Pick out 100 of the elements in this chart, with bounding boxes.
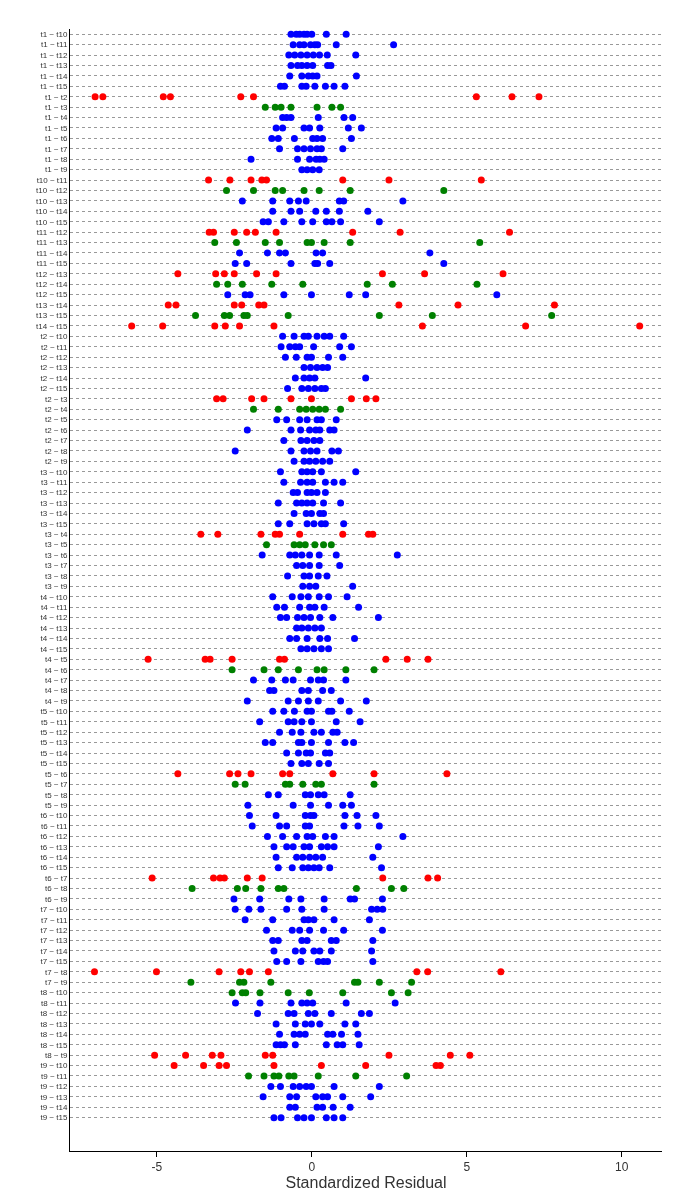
y-tick-label: t2 ~ t15 (40, 384, 68, 394)
y-tick-label: t7 ~ t10 (40, 905, 68, 915)
x-tick-label: 10 (615, 1160, 629, 1175)
y-tick-label: t2 ~ t13 (40, 363, 68, 373)
y-tick-label: t10 ~ t14 (36, 207, 68, 217)
y-tick-label: t3 ~ t10 (40, 467, 68, 477)
y-tick-label: t1 ~ t4 (44, 113, 68, 123)
x-tick-label: 5 (463, 1160, 471, 1175)
y-tick-label: t9 ~ t11 (41, 1071, 68, 1081)
y-tick-label: t8 ~ t14 (40, 1030, 68, 1040)
y-tick-label: t2 ~ t11 (41, 342, 68, 352)
x-axis-title: Standardized Residual (285, 1174, 447, 1192)
y-tick-label: t13 ~ t15 (36, 311, 68, 321)
y-tick-label: t7 ~ t14 (40, 946, 68, 956)
y-tick-label: t4 ~ t14 (40, 634, 68, 644)
y-tick-label: t4 ~ t10 (40, 592, 68, 602)
y-tick-label: t3 ~ t12 (40, 488, 68, 498)
y-tick-label: t6 ~ t7 (44, 873, 68, 883)
y-tick-label: t6 ~ t11 (41, 821, 68, 831)
y-tick-label: t1 ~ t11 (41, 40, 68, 50)
y-tick-label: t2 ~ t12 (40, 352, 68, 362)
y-tick-label: t3 ~ t11 (41, 477, 68, 487)
y-tick-label: t10 ~ t11 (36, 175, 68, 185)
y-tick-label: t7 ~ t11 (41, 915, 68, 925)
y-tick-label: t8 ~ t13 (40, 1019, 68, 1029)
y-tick-label: t6 ~ t9 (44, 894, 68, 904)
y-tick-label: t1 ~ t15 (40, 82, 68, 92)
y-tick-label: t4 ~ t9 (44, 696, 68, 706)
y-tick-label: t11 ~ t12 (36, 227, 68, 237)
y-tick-label: t3 ~ t7 (44, 561, 68, 571)
y-tick-label: t10 ~ t13 (36, 196, 68, 206)
y-tick-label: t5 ~ t14 (40, 748, 68, 758)
y-tick-label: t4 ~ t5 (44, 655, 68, 665)
y-tick-label: t8 ~ t12 (40, 1009, 68, 1019)
y-tick-label: t11 ~ t13 (36, 238, 68, 248)
y-tick-label: t7 ~ t13 (40, 936, 68, 946)
y-tick-label: t8 ~ t10 (40, 988, 68, 998)
y-tick-label: t1 ~ t12 (40, 50, 68, 60)
y-tick-label: t5 ~ t7 (44, 780, 68, 790)
y-tick-label: t1 ~ t6 (44, 134, 68, 144)
y-tick-label: t12 ~ t13 (36, 269, 68, 279)
y-tick-label: t6 ~ t13 (40, 842, 68, 852)
y-tick-label: t5 ~ t13 (40, 738, 68, 748)
y-tick-label: t11 ~ t14 (36, 248, 68, 258)
y-tick-label: t1 ~ t10 (40, 30, 68, 40)
y-tick-label: t2 ~ t10 (40, 332, 68, 342)
y-tick-label: t1 ~ t9 (44, 165, 68, 175)
y-tick-label: t10 ~ t15 (36, 217, 68, 227)
y-tick-label: t1 ~ t3 (44, 102, 68, 112)
y-tick-label: t8 ~ t11 (41, 998, 68, 1008)
y-tick-label: t5 ~ t8 (44, 790, 68, 800)
y-tick-label: t7 ~ t9 (44, 978, 68, 988)
y-tick-label: t1 ~ t7 (44, 144, 68, 154)
y-tick-label: t5 ~ t9 (44, 800, 68, 810)
y-tick-label: t1 ~ t13 (40, 61, 68, 71)
y-tick-label: t5 ~ t6 (44, 769, 68, 779)
y-tick-label: t5 ~ t12 (40, 728, 68, 737)
y-tick-label: t4 ~ t7 (44, 675, 68, 685)
y-tick-label: t13 ~ t14 (36, 300, 68, 310)
y-tick-label: t2 ~ t6 (44, 425, 68, 435)
y-tick-label: t2 ~ t5 (44, 415, 68, 425)
y-tick-label: t9 ~ t13 (40, 1092, 68, 1102)
x-tick-label: -5 (151, 1160, 163, 1175)
y-tick-label: t14 ~ t15 (36, 321, 68, 331)
y-tick-label: t12 ~ t14 (36, 280, 68, 290)
y-tick-label: t1 ~ t14 (40, 71, 68, 81)
y-tick-label: t9 ~ t12 (40, 1082, 68, 1092)
y-tick-label: t2 ~ t9 (44, 457, 68, 467)
y-tick-label: t4 ~ t8 (44, 686, 68, 696)
y-tick-label: t2 ~ t7 (44, 436, 68, 446)
y-tick-label: t3 ~ t14 (40, 509, 68, 519)
y-tick-label: t7 ~ t8 (44, 967, 68, 977)
y-tick-label: t3 ~ t6 (44, 550, 68, 560)
y-tick-label: t6 ~ t8 (44, 884, 68, 894)
y-tick-label: t3 ~ t8 (44, 571, 68, 581)
y-tick-label: t4 ~ t12 (40, 613, 68, 623)
y-tick-label: t5 ~ t11 (41, 717, 68, 727)
y-tick-label: t6 ~ t12 (40, 832, 68, 842)
y-tick-label: t1 ~ t5 (44, 123, 68, 133)
y-tick-label: t6 ~ t15 (40, 863, 68, 873)
x-tick-label: 0 (308, 1160, 316, 1175)
y-tick-label: t4 ~ t6 (44, 665, 68, 675)
y-tick-label: t5 ~ t15 (40, 759, 68, 769)
y-tick-label: t2 ~ t4 (44, 405, 68, 415)
y-tick-label: t4 ~ t13 (40, 623, 68, 633)
y-tick-label: t3 ~ t4 (44, 530, 68, 540)
y-tick-label: t2 ~ t14 (40, 373, 68, 383)
y-tick-label: t5 ~ t10 (40, 707, 68, 717)
y-tick-label: t6 ~ t14 (40, 853, 68, 863)
y-tick-label: t3 ~ t9 (44, 582, 68, 592)
y-tick-label: t3 ~ t13 (40, 498, 68, 508)
y-tick-label: t2 ~ t3 (44, 394, 68, 404)
y-tick-label: t8 ~ t9 (44, 1050, 68, 1060)
y-tick-label: t7 ~ t15 (40, 957, 68, 967)
y-tick-label: t1 ~ t8 (44, 155, 68, 165)
y-tick-label: t12 ~ t15 (36, 290, 68, 300)
y-tick-label: t6 ~ t10 (40, 811, 68, 821)
y-tick-label: t3 ~ t15 (40, 519, 68, 529)
y-tick-label: t8 ~ t15 (40, 1040, 68, 1050)
y-tick-label: t3 ~ t5 (44, 540, 68, 550)
